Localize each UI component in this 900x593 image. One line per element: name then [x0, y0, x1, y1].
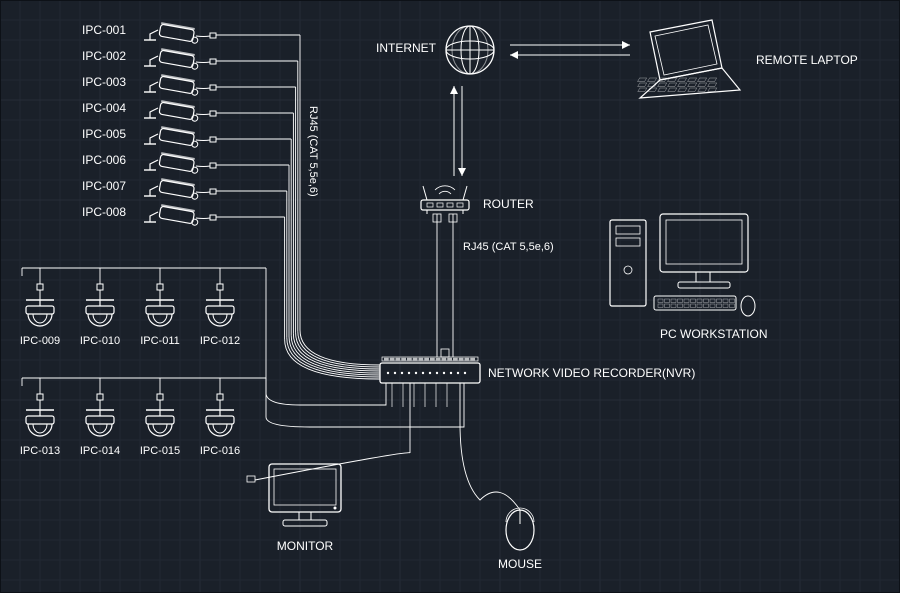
- camera-label: IPC-016: [200, 445, 240, 457]
- globe-icon: [446, 26, 494, 74]
- camera-label: IPC-005: [82, 127, 126, 141]
- background: [0, 0, 900, 593]
- pc-workstation-label: PC WORKSTATION: [660, 327, 768, 341]
- rj45-vertical-label: RJ45 (CAT 5,5e,6): [307, 106, 319, 197]
- nvr-label: NETWORK VIDEO RECORDER(NVR): [488, 366, 695, 380]
- rj45-label: RJ45 (CAT 5,5e,6): [463, 241, 554, 253]
- camera-label: IPC-012: [200, 335, 240, 347]
- camera-label: IPC-004: [82, 101, 126, 115]
- internet-label: INTERNET: [376, 41, 437, 55]
- monitor-label: MONITOR: [277, 539, 334, 553]
- camera-label: IPC-009: [20, 335, 60, 347]
- router-label: ROUTER: [483, 197, 534, 211]
- camera-label: IPC-011: [140, 335, 180, 347]
- mouse-label: MOUSE: [498, 557, 542, 571]
- camera-label: IPC-006: [82, 153, 126, 167]
- camera-label: IPC-007: [82, 179, 126, 193]
- camera-label: IPC-002: [82, 49, 126, 63]
- camera-label: IPC-010: [80, 335, 120, 347]
- camera-label: IPC-015: [140, 445, 180, 457]
- camera-label: IPC-001: [82, 23, 126, 37]
- camera-label: IPC-008: [82, 205, 126, 219]
- camera-label: IPC-014: [80, 445, 120, 457]
- remote-laptop-label: REMOTE LAPTOP: [756, 53, 858, 67]
- camera-label: IPC-013: [20, 445, 60, 457]
- camera-label: IPC-003: [82, 75, 126, 89]
